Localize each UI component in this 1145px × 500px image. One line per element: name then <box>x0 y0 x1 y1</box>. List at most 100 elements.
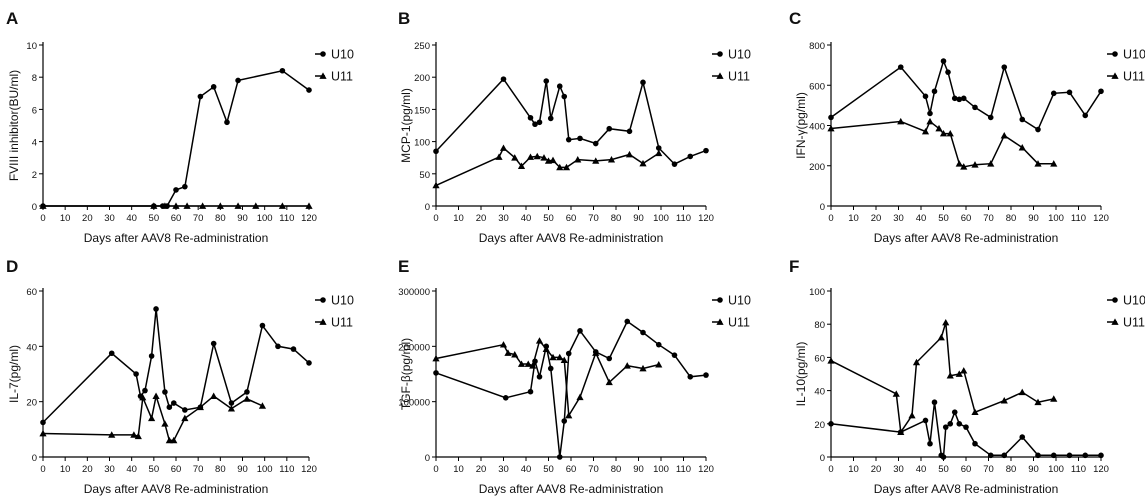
x-tick-label: 60 <box>171 213 182 224</box>
data-point <box>565 350 572 357</box>
data-point <box>275 343 281 350</box>
x-tick-label: 70 <box>588 213 599 224</box>
data-point <box>971 161 979 168</box>
x-tick-label: 50 <box>938 464 949 475</box>
y-axis-title: FVIII inhibitor(BU/ml) <box>7 70 21 181</box>
series-line <box>42 308 310 423</box>
data-point <box>306 360 312 366</box>
panel-c: C 0 200 400 600 800 0 10 20 30 40 50 60 70 80 90 100 110 1… <box>789 9 1145 245</box>
y-tick-label: 2 <box>32 170 37 181</box>
x-tick-label: 50 <box>149 464 160 475</box>
panel-letter: F <box>789 257 799 276</box>
x-tick-label: 80 <box>1006 464 1017 475</box>
data-point <box>433 148 439 155</box>
y-axis-title: TGF-β(pg/ml) <box>399 338 413 410</box>
x-tick-label: 20 <box>476 464 487 475</box>
x-tick-label: 80 <box>215 464 226 475</box>
data-point <box>252 202 260 209</box>
data-point <box>1098 88 1104 95</box>
legend-marker <box>320 297 326 303</box>
data-point <box>931 88 938 95</box>
data-point <box>556 353 564 361</box>
data-point <box>182 407 188 413</box>
x-tick-label: 70 <box>983 464 994 475</box>
legend-label: U10 <box>1123 294 1145 308</box>
data-point <box>945 69 951 75</box>
x-axis-title: Days after AAV8 Re-administration <box>479 231 664 245</box>
panel-e: E 0 100000 200000 300000 0 10 20 30 40 50 60 70 80 90 1… <box>398 257 751 496</box>
data-point <box>828 114 834 121</box>
data-point <box>173 187 179 193</box>
x-tick-label: 20 <box>871 213 882 224</box>
data-point <box>511 154 519 161</box>
panel-letter: C <box>789 9 801 28</box>
data-point <box>940 454 947 460</box>
data-point <box>703 147 709 154</box>
x-tick-label: 10 <box>60 464 71 475</box>
data-point <box>259 322 266 329</box>
legend: U10 U11 <box>315 48 354 84</box>
x-tick-label: 40 <box>521 464 532 475</box>
legend-label: U10 <box>728 48 751 62</box>
data-point <box>170 436 178 444</box>
x-tick-label: 120 <box>301 464 317 475</box>
x-tick-label: 30 <box>893 464 904 475</box>
data-point <box>511 351 519 358</box>
data-point <box>279 67 286 74</box>
y-tick-label: 40 <box>26 342 37 353</box>
x-tick-label: 90 <box>237 464 248 475</box>
x-tick-label: 120 <box>698 464 714 475</box>
data-point <box>532 121 538 128</box>
data-point <box>1050 452 1057 459</box>
y-tick-label: 10 <box>26 41 37 52</box>
x-tick-label: 110 <box>279 213 294 224</box>
legend-label: U11 <box>728 70 750 84</box>
x-tick-label: 90 <box>633 464 644 475</box>
data-point <box>624 318 631 325</box>
data-point <box>227 404 236 412</box>
data-point <box>108 431 116 438</box>
x-tick-label: 120 <box>698 213 714 224</box>
legend: U10 U11 <box>315 294 354 330</box>
y-tick-label: 0 <box>425 202 430 213</box>
data-point <box>560 356 568 364</box>
series-line <box>43 69 310 207</box>
y-tick-label: 0 <box>425 453 430 464</box>
data-point <box>561 418 568 424</box>
y-tick-label: 0 <box>32 453 37 464</box>
y-tick-label: 100 <box>414 138 430 149</box>
y-tick-label: 0 <box>32 202 37 213</box>
data-point <box>1034 160 1042 167</box>
x-tick-label: 110 <box>676 464 691 475</box>
data-point <box>196 403 204 411</box>
y-axis-title: IL-7(pg/ml) <box>7 345 21 403</box>
legend-marker <box>717 297 723 303</box>
x-tick-label: 90 <box>1028 213 1039 224</box>
data-point <box>931 399 938 406</box>
data-point <box>947 421 954 427</box>
x-tick-label: 70 <box>983 213 994 224</box>
data-point <box>897 428 905 435</box>
legend: U10 U11 <box>1107 294 1145 330</box>
data-point <box>922 93 929 100</box>
x-tick-label: 40 <box>521 213 532 224</box>
data-point <box>576 393 584 401</box>
data-point <box>897 117 905 125</box>
x-tick-label: 70 <box>193 464 204 475</box>
data-point <box>942 424 949 430</box>
data-point <box>547 115 554 122</box>
series-line <box>435 77 707 166</box>
data-point <box>1066 452 1073 459</box>
data-point <box>290 346 297 352</box>
y-axis-title: IFN-γ(pg/ml) <box>794 92 808 159</box>
data-point <box>139 393 147 401</box>
y-tick-label: 4 <box>32 138 37 149</box>
data-point <box>527 388 534 395</box>
x-tick-label: 0 <box>828 213 833 224</box>
y-tick-label: 200000 <box>398 342 430 353</box>
panel-letter: B <box>398 9 410 28</box>
data-point <box>148 414 156 422</box>
data-point <box>536 119 543 126</box>
x-tick-label: 0 <box>433 213 438 224</box>
